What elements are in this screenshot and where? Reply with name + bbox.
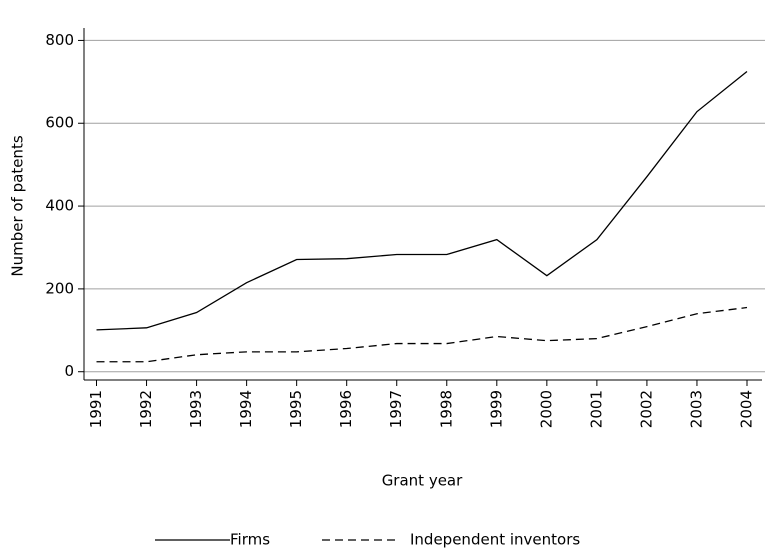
- x-tick-label: 2004: [737, 390, 755, 428]
- x-tick-label: 1999: [487, 390, 505, 428]
- series-line: [96, 70, 748, 331]
- legend-label: Independent inventors: [410, 531, 580, 549]
- y-tick-label: 800: [45, 31, 74, 49]
- x-tick-label: 1995: [287, 390, 305, 428]
- x-tick-label: 1991: [87, 390, 105, 428]
- x-tick-label: 1992: [137, 390, 155, 428]
- x-tick-label: 1993: [187, 390, 205, 428]
- series-line: [96, 306, 748, 363]
- x-tick-label: 1996: [337, 390, 355, 428]
- x-tick-label: 2002: [637, 390, 655, 428]
- x-tick-label: 2001: [587, 390, 605, 428]
- x-tick-label: 2003: [687, 390, 705, 428]
- x-tick-label: 1997: [387, 390, 405, 428]
- y-axis-label: Number of patents: [9, 135, 27, 276]
- y-tick-label: 600: [45, 114, 74, 132]
- x-tick-label: 1998: [437, 390, 455, 428]
- x-tick-label: 2000: [537, 390, 555, 428]
- legend-label: Firms: [230, 531, 270, 549]
- y-tick-label: 400: [45, 197, 74, 215]
- y-tick-label: 0: [64, 362, 74, 380]
- x-tick-label: 1994: [237, 390, 255, 428]
- x-axis-label: Grant year: [382, 472, 463, 490]
- y-tick-label: 200: [45, 279, 74, 297]
